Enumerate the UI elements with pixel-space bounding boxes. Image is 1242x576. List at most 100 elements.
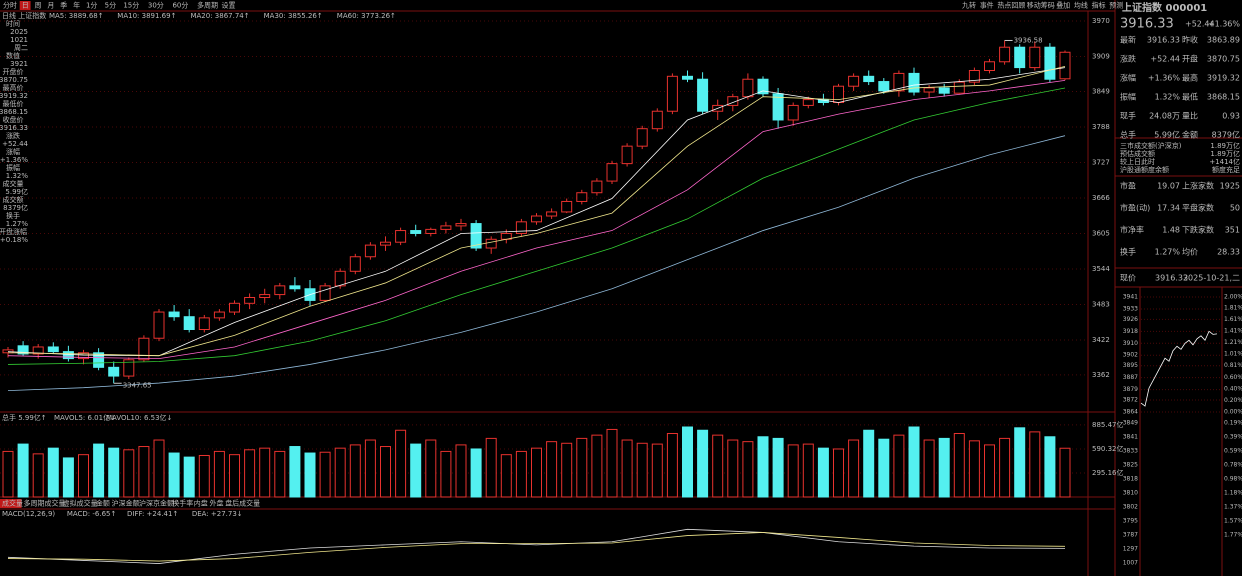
tab[interactable]: 月 bbox=[47, 2, 54, 10]
sidebar-value: +52.44 bbox=[2, 140, 28, 148]
tab[interactable]: 5分 bbox=[105, 1, 116, 10]
y-tick-label: 3970 bbox=[1092, 17, 1110, 25]
macd-line bbox=[7, 532, 1066, 562]
intraday-lower-pct: 1.18% bbox=[1224, 490, 1242, 497]
volume-tab[interactable]: 沪深金额 bbox=[112, 499, 140, 508]
ratio-row-text: 平盘家数 bbox=[1182, 203, 1214, 213]
volume-bar bbox=[17, 443, 29, 498]
sidebar-value: 1.32% bbox=[6, 172, 29, 180]
candle-body bbox=[787, 104, 799, 121]
tool-button[interactable]: 九转 bbox=[962, 1, 976, 10]
intraday-tick: 3933 bbox=[1123, 305, 1138, 312]
volume-tab[interactable]: 盘后成交量 bbox=[225, 499, 260, 508]
volume-bar bbox=[198, 454, 210, 498]
volume-tab[interactable]: 内盘 bbox=[194, 499, 208, 508]
ma-legend: MA30: 3855.26↑ bbox=[264, 12, 323, 20]
volume-bar bbox=[953, 433, 965, 498]
tool-button[interactable]: 热点回顾 bbox=[997, 1, 1025, 10]
volume-bar bbox=[893, 434, 905, 498]
quote-row-text: 最低 bbox=[1182, 92, 1198, 102]
candle-body bbox=[78, 352, 89, 360]
tab[interactable]: 年 bbox=[73, 1, 80, 10]
sidebar-value: 5.99亿 bbox=[5, 187, 28, 196]
tab[interactable]: 30分 bbox=[148, 1, 164, 10]
tab[interactable]: 分时 bbox=[3, 1, 17, 10]
sidebar-value: 8379亿 bbox=[3, 203, 28, 212]
candle-body bbox=[123, 359, 135, 377]
tool-button[interactable]: 预测 bbox=[1109, 1, 1123, 10]
candle-body bbox=[349, 256, 361, 272]
volume-bar bbox=[651, 443, 663, 498]
intraday-lower-tick: 3841 bbox=[1123, 434, 1138, 441]
intraday-pct-tick: 1.21% bbox=[1224, 339, 1242, 346]
intraday-lower-tick: 3802 bbox=[1123, 504, 1138, 511]
candle-body bbox=[183, 316, 195, 331]
quote-row-text: 涨跌 bbox=[1120, 54, 1136, 64]
sidebar-value: 1.27% bbox=[6, 220, 29, 228]
quote-row-text: 金额 bbox=[1182, 130, 1198, 140]
candle-body bbox=[682, 75, 693, 80]
intraday-lower-pct: 0.39% bbox=[1224, 434, 1242, 441]
volume-bar bbox=[923, 439, 935, 498]
candle-body bbox=[380, 241, 391, 246]
tab[interactable]: 日 bbox=[22, 2, 29, 10]
intraday-tick: 3910 bbox=[1123, 340, 1138, 347]
quote-row-text: 0.93 bbox=[1222, 112, 1240, 121]
intraday-lower-tick: 3810 bbox=[1123, 490, 1138, 497]
tab[interactable]: 1分 bbox=[86, 1, 97, 10]
market-value: +1414亿 bbox=[1209, 157, 1240, 166]
candle-body bbox=[546, 211, 558, 217]
intraday-lower-pct: 0.59% bbox=[1224, 448, 1242, 455]
ratio-row-text: 市盈(动) bbox=[1120, 203, 1150, 213]
candle-body bbox=[108, 366, 120, 377]
intraday-pct-tick: 0.20% bbox=[1224, 397, 1242, 404]
volume-tab[interactable]: 金额 bbox=[96, 499, 110, 508]
volume-bar bbox=[999, 437, 1011, 498]
ratio-row-text: 19.07 bbox=[1157, 182, 1180, 191]
volume-tab[interactable]: 沪深京金额 bbox=[139, 499, 174, 508]
volume-legend: MAVOL10: 6.53亿↓ bbox=[106, 413, 172, 422]
volume-tab[interactable]: 外盘 bbox=[210, 499, 224, 508]
volume-tab[interactable]: 成交量 bbox=[2, 499, 23, 508]
tab[interactable]: 多周期 bbox=[197, 1, 218, 10]
tool-button[interactable]: 事件 bbox=[980, 1, 994, 10]
candle-body bbox=[62, 351, 74, 360]
tab[interactable]: 周 bbox=[35, 2, 42, 10]
tab[interactable]: 15分 bbox=[123, 1, 139, 10]
tab[interactable]: 设置 bbox=[222, 1, 236, 10]
tool-button[interactable]: 叠加 bbox=[1056, 1, 1070, 10]
volume-bar bbox=[561, 442, 573, 498]
volume-bar bbox=[229, 454, 240, 498]
sidebar-value: 3919.32 bbox=[0, 92, 28, 100]
volume-tab[interactable]: 多周期成交量 bbox=[24, 499, 66, 508]
active-tab-bg bbox=[19, 1, 31, 10]
macd-legend: MACD(12,26,9) bbox=[2, 510, 55, 518]
volume-bar bbox=[636, 442, 648, 498]
volume-bar bbox=[455, 444, 467, 498]
volume-tab[interactable]: 虚拟成交量 bbox=[63, 499, 98, 508]
market-label: 较上日此时 bbox=[1120, 157, 1155, 166]
quote-row-text: 5.99亿 bbox=[1154, 130, 1180, 140]
tab[interactable]: 季 bbox=[60, 1, 67, 10]
volume-tick-label: 590.32亿 bbox=[1092, 444, 1124, 453]
tool-button[interactable]: 移动筹码 bbox=[1027, 1, 1055, 10]
volume-bar bbox=[546, 441, 558, 498]
candle-body bbox=[938, 87, 950, 94]
tab[interactable]: 60分 bbox=[172, 1, 188, 10]
y-tick-label: 3422 bbox=[1092, 336, 1110, 344]
candle-body bbox=[319, 285, 331, 301]
intraday-lower-tick: 3849 bbox=[1123, 420, 1138, 427]
y-tick-label: 3362 bbox=[1092, 371, 1110, 379]
volume-bar bbox=[123, 449, 135, 498]
quote-row-text: 1.32% bbox=[1155, 93, 1181, 102]
tool-button[interactable]: 均线 bbox=[1074, 1, 1088, 10]
candle-body bbox=[259, 294, 271, 298]
quote-row-text: 3868.15 bbox=[1207, 93, 1240, 102]
volume-bar bbox=[621, 439, 633, 498]
sidebar-value: +1.36% bbox=[0, 156, 28, 164]
sidebar-value: +0.18% bbox=[0, 236, 28, 244]
volume-tab[interactable]: 换手率 bbox=[172, 499, 193, 508]
y-tick-label: 3666 bbox=[1092, 194, 1110, 202]
tool-button[interactable]: 指标 bbox=[1092, 1, 1106, 10]
candle-body bbox=[576, 192, 588, 202]
